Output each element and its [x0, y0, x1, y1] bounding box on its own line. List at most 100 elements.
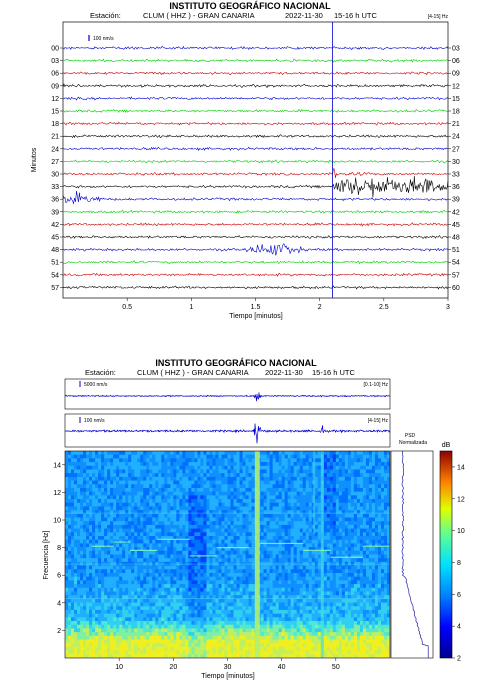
spectrogram-cell	[65, 588, 68, 592]
spectrogram-cell	[303, 573, 306, 577]
spectrogram-cell	[306, 573, 309, 577]
spectrogram-cell	[237, 492, 240, 496]
spectrogram-cell	[191, 588, 194, 592]
spectrogram-cell	[384, 510, 387, 514]
spectrogram-cell	[315, 532, 318, 536]
spectrogram-cell	[74, 580, 77, 584]
spectrogram-cell	[185, 540, 188, 544]
spectrogram-cell	[309, 610, 312, 614]
spectrogram-cell	[243, 492, 246, 496]
spectrogram-cell	[200, 495, 203, 499]
spectrogram-cell	[366, 455, 369, 459]
spectrogram-cell	[119, 543, 122, 547]
spectrogram-cell	[221, 558, 224, 562]
spectrogram-cell	[215, 603, 218, 607]
spectrogram-cell	[95, 603, 98, 607]
spectrogram-cell	[143, 477, 146, 481]
spectrogram-cell	[354, 603, 357, 607]
spectrogram-cell	[191, 458, 194, 462]
spectrogram-cell	[234, 599, 237, 603]
spectrogram-cell	[372, 610, 375, 614]
spectrogram-cell	[327, 551, 330, 555]
spectrogram-cell	[143, 573, 146, 577]
spectrogram-cell	[375, 577, 378, 581]
spectrogram-cell	[282, 591, 285, 595]
spectrogram-cell	[240, 525, 243, 529]
spectrogram-cell	[95, 466, 98, 470]
spectrogram-cell	[83, 614, 86, 618]
spectrogram-cell	[140, 506, 143, 510]
spectrogram-cell	[264, 481, 267, 485]
spectrogram-cell	[309, 540, 312, 544]
spectrogram-cell	[161, 591, 164, 595]
spectrogram-cell	[161, 547, 164, 551]
spectrogram-cell	[261, 525, 264, 529]
spectrogram-cell	[246, 510, 249, 514]
spectrogram-cell	[297, 484, 300, 488]
spectrogram-cell	[209, 566, 212, 570]
spectrogram-cell	[158, 555, 161, 559]
spectrogram-cell	[98, 580, 101, 584]
spectrogram-cell	[384, 451, 387, 455]
spectrogram-cell	[122, 543, 125, 547]
spectrogram-cell	[279, 573, 282, 577]
spectrogram-cell	[336, 540, 339, 544]
spectrogram-cell	[212, 558, 215, 562]
spectrogram-cell	[101, 536, 104, 540]
spectrogram-cell	[80, 588, 83, 592]
spectrogram-cell	[237, 555, 240, 559]
spectrogram-cell	[86, 584, 89, 588]
spectrogram-cell	[354, 492, 357, 496]
spectrogram-cell	[164, 510, 167, 514]
spectrogram-cell	[312, 540, 315, 544]
spectrogram-cell	[384, 481, 387, 485]
spectrogram-cell	[194, 569, 197, 573]
spectrogram-cell	[282, 558, 285, 562]
spectrogram-cell	[200, 462, 203, 466]
spectrogram-cell	[122, 566, 125, 570]
spectrogram-cell	[381, 473, 384, 477]
spectrogram-cell	[182, 521, 185, 525]
trace-row	[63, 109, 448, 112]
spectrogram-cell	[354, 555, 357, 559]
spectrogram-cell	[65, 532, 68, 536]
spectrogram-cell	[249, 584, 252, 588]
spectrogram-cell	[372, 577, 375, 581]
spectrogram-cell	[89, 499, 92, 503]
spectrogram-cell	[128, 484, 131, 488]
spectrogram-cell	[264, 514, 267, 518]
spectrogram-cell	[89, 591, 92, 595]
spectrogram-cell	[252, 529, 255, 533]
spectrogram-cell	[375, 558, 378, 562]
spectrogram-cell	[249, 510, 252, 514]
spectrogram-cell	[303, 580, 306, 584]
spectrogram-cell	[273, 532, 276, 536]
spectrogram-cell	[351, 492, 354, 496]
spectrogram-cell	[119, 499, 122, 503]
spectrogram-cell	[294, 532, 297, 536]
spectrogram-cell	[345, 462, 348, 466]
spectrogram-cell	[224, 514, 227, 518]
spectrogram-cell	[345, 469, 348, 473]
spectrogram-cell	[92, 451, 95, 455]
spectrogram-cell	[339, 569, 342, 573]
spectrogram-cell	[110, 455, 113, 459]
spectrogram-cell	[303, 521, 306, 525]
spectrogram-cell	[330, 606, 333, 610]
spectrogram-cell	[309, 499, 312, 503]
spectrogram-cell	[146, 614, 149, 618]
spectrogram-cell	[194, 584, 197, 588]
spectrogram-cell	[249, 518, 252, 522]
spectrogram-cell	[134, 577, 137, 581]
spectrogram-cell	[345, 614, 348, 618]
spectrogram-cell	[65, 540, 68, 544]
spectrogram-cell	[309, 455, 312, 459]
spectrogram-cell	[261, 569, 264, 573]
spectrogram-cell	[348, 614, 351, 618]
spectrogram-cell	[369, 547, 372, 551]
spectrogram-cell	[203, 580, 206, 584]
spectrogram-cell	[324, 588, 327, 592]
spectrogram-cell	[71, 506, 74, 510]
spectrogram-cell	[348, 481, 351, 485]
spectrogram-cell	[339, 525, 342, 529]
